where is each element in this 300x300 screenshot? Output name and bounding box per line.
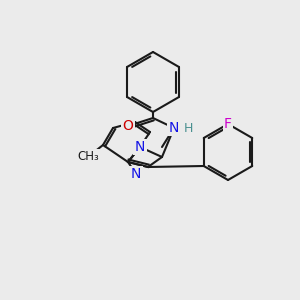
Text: F: F bbox=[224, 117, 232, 131]
Text: O: O bbox=[123, 119, 134, 133]
Text: CH₃: CH₃ bbox=[77, 151, 99, 164]
Text: H: H bbox=[183, 122, 193, 134]
Text: N: N bbox=[131, 167, 141, 181]
Text: N: N bbox=[135, 140, 145, 154]
Text: N: N bbox=[169, 121, 179, 135]
